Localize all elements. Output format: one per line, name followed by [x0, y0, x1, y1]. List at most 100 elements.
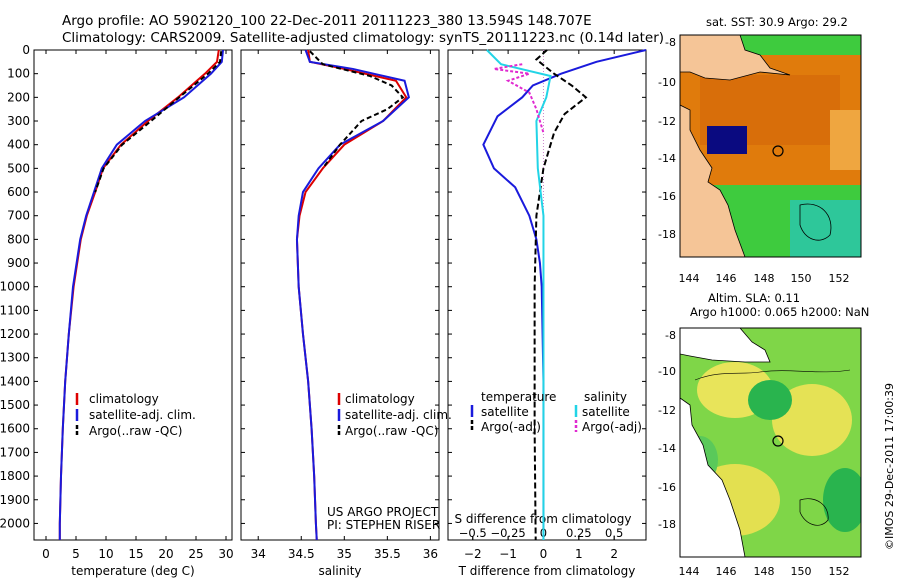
- sst-ytick: -18: [658, 228, 676, 241]
- sst-ytick: -12: [658, 115, 676, 128]
- legend-t-argo-label: Argo(-adj): [481, 420, 541, 434]
- x2-tick-label: −0.5: [459, 526, 487, 540]
- sla-contour: [799, 498, 829, 526]
- y-tick-label: 1400: [0, 374, 30, 388]
- legend-satellite-label: satellite-adj. clim.: [345, 408, 452, 422]
- legend-argo-label: Argo(..raw -QC): [89, 424, 182, 438]
- y-tick-label: 300: [7, 114, 30, 128]
- header-line2: Climatology: CARS2009. Satellite-adjuste…: [62, 30, 664, 46]
- plot-frame: [447, 49, 647, 541]
- x-tick-label: 0: [42, 547, 50, 561]
- legend-t-satellite-label: satellite: [481, 405, 529, 419]
- y-tick-label: 1200: [0, 327, 30, 341]
- land-new-guinea: [680, 35, 791, 81]
- x2-tick-label: 0.5: [605, 526, 623, 540]
- x-tick-label: 30: [218, 547, 233, 561]
- sla-land-new-guinea: [680, 328, 771, 363]
- x-tick-label: 35: [337, 547, 352, 561]
- y-tick-label: 1700: [0, 445, 30, 459]
- sst-xtick: 148: [754, 272, 775, 285]
- series-line-argo-raw-qc-: [94, 51, 223, 193]
- difference-legend: temperature salinity satellite Argo(-adj…: [470, 390, 642, 434]
- legend-title-salinity: salinity: [584, 390, 627, 404]
- sla-map: -8 -10 -12 -14 -16 -18 144 146 148 150 1…: [658, 327, 862, 578]
- x-tick-label: 1: [575, 547, 583, 561]
- sla-contour: [694, 369, 851, 381]
- sla-xtick: 144: [679, 565, 700, 578]
- pi-credit: PI: STEPHEN RISER: [327, 518, 440, 532]
- sla-ytick: -8: [665, 329, 676, 342]
- y-tick-label: 500: [7, 161, 30, 175]
- legend-s-satellite-label: satellite: [582, 405, 630, 419]
- legend-s-argo-label: Argo(-adj): [582, 420, 642, 434]
- sla-map-frame: [679, 327, 862, 558]
- land-australia: [680, 104, 746, 257]
- x-tick-label: 25: [188, 547, 203, 561]
- x-tick-label: −2: [464, 547, 482, 561]
- y-tick-label: 1900: [0, 493, 30, 507]
- x-tick-label: 34: [251, 547, 266, 561]
- x-tick-label: 35.5: [374, 547, 401, 561]
- imos-credit: ©IMOS 29-Dec-2011 17:00:39: [883, 383, 896, 550]
- series-line-s-argo-adj-: [493, 63, 545, 134]
- legend-climatology-label: climatology: [89, 392, 159, 406]
- sst-xtick: 150: [791, 272, 812, 285]
- sla-high-blob: [772, 384, 852, 456]
- x-tick-label: −1: [499, 547, 517, 561]
- sla-xtick: 146: [716, 565, 737, 578]
- series-line-satellite-adj-clim-: [58, 49, 224, 540]
- series-line-s-satellite: [486, 49, 552, 540]
- sla-low-blob: [823, 468, 861, 532]
- sst-ytick: -10: [658, 76, 676, 89]
- y-tick-label: 0: [22, 43, 30, 57]
- sst-ytick: -14: [658, 152, 676, 165]
- series-line-argo-raw-qc-: [309, 50, 405, 169]
- project-credit: US ARGO PROJECT: [327, 505, 439, 519]
- sla-xtick: 152: [829, 565, 850, 578]
- sla-map-subtitle: Argo h1000: 0.065 h2000: NaN: [690, 305, 869, 319]
- sla-ytick: -18: [658, 518, 676, 531]
- sla-ytick: -10: [658, 365, 676, 378]
- y-tick-label: 200: [7, 90, 30, 104]
- sst-map-title: sat. SST: 30.9 Argo: 29.2: [706, 15, 848, 29]
- sst-xtick: 144: [679, 272, 700, 285]
- y-tick-label: 900: [7, 256, 30, 270]
- legend-satellite-label: satellite-adj. clim.: [89, 408, 196, 422]
- legend-climatology-label: climatology: [345, 392, 415, 406]
- legend-argo-label: Argo(..raw -QC): [345, 424, 438, 438]
- sst-map-frame: [679, 34, 862, 258]
- salinity-legend: climatology satellite-adj. clim. Argo(..…: [337, 392, 452, 438]
- sla-low-blob: [748, 380, 792, 420]
- sst-cold-anomaly: [707, 126, 747, 154]
- sst-xtick: 146: [716, 272, 737, 285]
- x-tick-label: 20: [158, 547, 173, 561]
- x-tick-label: 2: [610, 547, 618, 561]
- y-tick-label: 400: [7, 138, 30, 152]
- y-tick-label: 600: [7, 185, 30, 199]
- y-tick-label: 1100: [0, 303, 30, 317]
- argo-float-marker: [772, 435, 784, 447]
- sst-map: -8 -10 -12 -14 -16 -18 144 146 148 150 1…: [658, 34, 862, 285]
- y-tick-label: 1600: [0, 422, 30, 436]
- x2-tick-label: 0.25: [566, 526, 592, 540]
- x-tick-label: 5: [72, 547, 80, 561]
- y-tick-label: 1800: [0, 469, 30, 483]
- argo-float-marker: [772, 145, 784, 157]
- sla-map-title: Altim. SLA: 0.11: [708, 291, 800, 305]
- sst-ytick: -16: [658, 190, 676, 203]
- temperature-legend: climatology satellite-adj. clim. Argo(..…: [75, 392, 196, 438]
- x-axis-label: salinity: [318, 564, 361, 578]
- x-tick-label: 15: [128, 547, 143, 561]
- header-line1: Argo profile: AO 5902120_100 22-Dec-2011…: [62, 13, 592, 29]
- salinity-panel: 34 34.5 35 35.5 36 salinity: [240, 49, 440, 578]
- legend-title-temperature: temperature: [481, 390, 556, 404]
- plot-frame: [240, 49, 440, 541]
- x-axis-label: temperature (deg C): [71, 564, 194, 578]
- sst-ytick: -8: [665, 36, 676, 49]
- sla-xtick: 148: [754, 565, 775, 578]
- series-line-satellite-adj-clim-: [295, 49, 410, 541]
- sst-cool-patch: [790, 200, 861, 257]
- sla-ytick: -12: [658, 404, 676, 417]
- sla-land-australia: [680, 397, 746, 557]
